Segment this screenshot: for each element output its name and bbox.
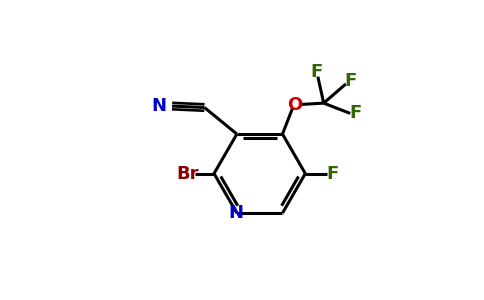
Text: N: N bbox=[228, 204, 243, 222]
Text: F: F bbox=[327, 165, 339, 183]
Text: F: F bbox=[344, 72, 356, 90]
Text: N: N bbox=[152, 97, 167, 115]
Text: O: O bbox=[287, 96, 302, 114]
Text: Br: Br bbox=[176, 165, 199, 183]
Text: F: F bbox=[349, 104, 362, 122]
Text: F: F bbox=[310, 63, 322, 81]
